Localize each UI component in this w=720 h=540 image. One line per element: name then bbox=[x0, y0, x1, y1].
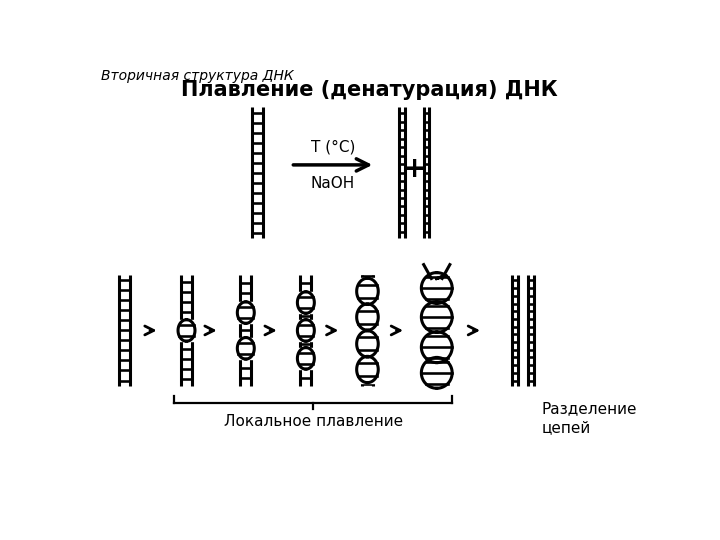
Text: Плавление (денатурация) ДНК: Плавление (денатурация) ДНК bbox=[181, 80, 557, 100]
Text: NaOH: NaOH bbox=[311, 176, 355, 191]
Text: T (°C): T (°C) bbox=[310, 139, 355, 154]
Text: Вторичная структура ДНК: Вторичная структура ДНК bbox=[101, 70, 294, 83]
Text: Разделение
цепей: Разделение цепей bbox=[541, 402, 637, 435]
Text: +: + bbox=[402, 155, 426, 183]
Text: Локальное плавление: Локальное плавление bbox=[224, 414, 402, 429]
